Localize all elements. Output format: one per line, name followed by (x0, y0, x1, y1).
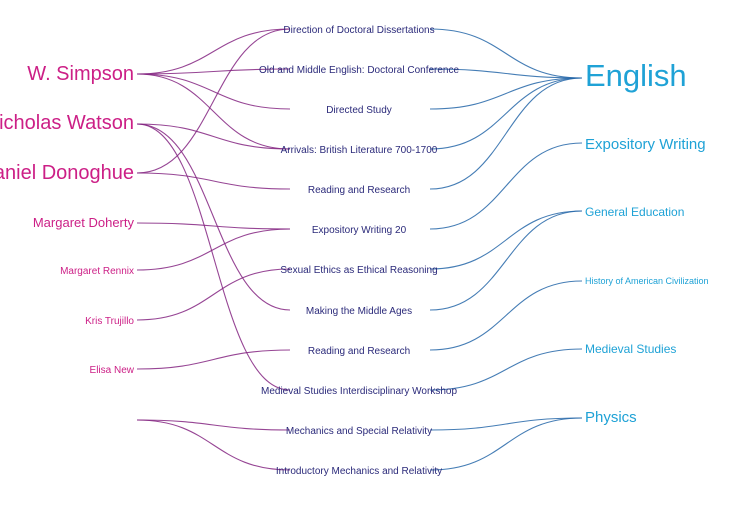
department-column: English Expository Writing General Educa… (585, 58, 709, 426)
link-c10-medieval (429, 348, 583, 391)
course-label-arrivals-british-literature[interactable]: Arrivals: British Literature 700-1700 (281, 145, 438, 156)
instructor-label-new[interactable]: Elisa New (90, 365, 135, 376)
instructor-label-trujillo[interactable]: Kris Trujillo (85, 316, 134, 327)
instructor-label-simpson[interactable]: W. Simpson (27, 63, 134, 85)
link-new-c9 (136, 349, 291, 370)
link-c8-gened (429, 210, 583, 311)
course-label-expository-writing-20[interactable]: Expository Writing 20 (312, 225, 407, 236)
link-simpson-c3 (136, 73, 291, 110)
course-label-intro-mechanics-relativity[interactable]: Introductory Mechanics and Relativity (276, 466, 442, 477)
link-doherty-c6 (136, 222, 291, 230)
link-c11-physics (429, 417, 583, 431)
department-label-expository-writing[interactable]: Expository Writing (585, 136, 706, 153)
link-c4-english (429, 77, 583, 150)
link-watson-c10 (136, 123, 291, 391)
link-c6-expos (429, 142, 583, 230)
link-c7-gened (429, 210, 583, 270)
department-label-general-education[interactable]: General Education (585, 205, 684, 219)
course-label-reading-and-research-1[interactable]: Reading and Research (308, 185, 410, 196)
course-label-mechanics-special-relativity[interactable]: Mechanics and Special Relativity (286, 426, 432, 437)
instructor-column: W. Simpson Nicholas Watson Daniel Donogh… (0, 63, 135, 376)
course-label-sexual-ethics[interactable]: Sexual Ethics as Ethical Reasoning (280, 265, 437, 276)
instructor-label-watson[interactable]: Nicholas Watson (0, 112, 134, 134)
course-label-directed-study[interactable]: Directed Study (326, 105, 392, 116)
department-label-history-american-civilization[interactable]: History of American Civilization (585, 276, 709, 286)
link-watson-c4 (136, 123, 291, 150)
link-c2-english (429, 68, 583, 79)
course-label-direction-doctoral-dissertations[interactable]: Direction of Doctoral Dissertations (283, 25, 434, 36)
link-physics_inst-c11 (136, 419, 291, 431)
course-label-reading-and-research-2[interactable]: Reading and Research (308, 346, 410, 357)
link-c9-hac (429, 280, 583, 351)
link-c1-english (429, 28, 583, 79)
link-simpson-c4 (136, 73, 291, 150)
links-layer (136, 28, 583, 471)
link-simpson-c2 (136, 68, 291, 75)
instructor-label-doherty[interactable]: Margaret Doherty (33, 215, 135, 230)
link-c3-english (429, 77, 583, 110)
department-label-physics[interactable]: Physics (585, 409, 637, 426)
department-label-english[interactable]: English (585, 58, 687, 93)
instructor-label-donoghue[interactable]: Daniel Donoghue (0, 162, 134, 184)
link-watson-c8 (136, 123, 291, 311)
course-label-old-middle-english-conference[interactable]: Old and Middle English: Doctoral Confere… (259, 65, 460, 76)
course-column: Direction of Doctoral Dissertations Old … (259, 25, 460, 477)
course-label-making-the-middle-ages[interactable]: Making the Middle Ages (306, 306, 412, 317)
link-rennix-c6 (136, 228, 291, 271)
link-physics_inst-c12 (136, 419, 291, 471)
link-donoghue-c5 (136, 172, 291, 190)
instructor-label-rennix[interactable]: Margaret Rennix (60, 266, 134, 277)
department-label-medieval-studies[interactable]: Medieval Studies (585, 342, 676, 356)
link-donoghue-c1 (136, 28, 291, 174)
link-trujillo-c7 (136, 268, 291, 321)
link-c12-physics (429, 417, 583, 471)
link-c5-english (429, 77, 583, 190)
course-label-medieval-studies-workshop[interactable]: Medieval Studies Interdisciplinary Works… (261, 386, 457, 397)
link-simpson-c1 (136, 28, 291, 75)
